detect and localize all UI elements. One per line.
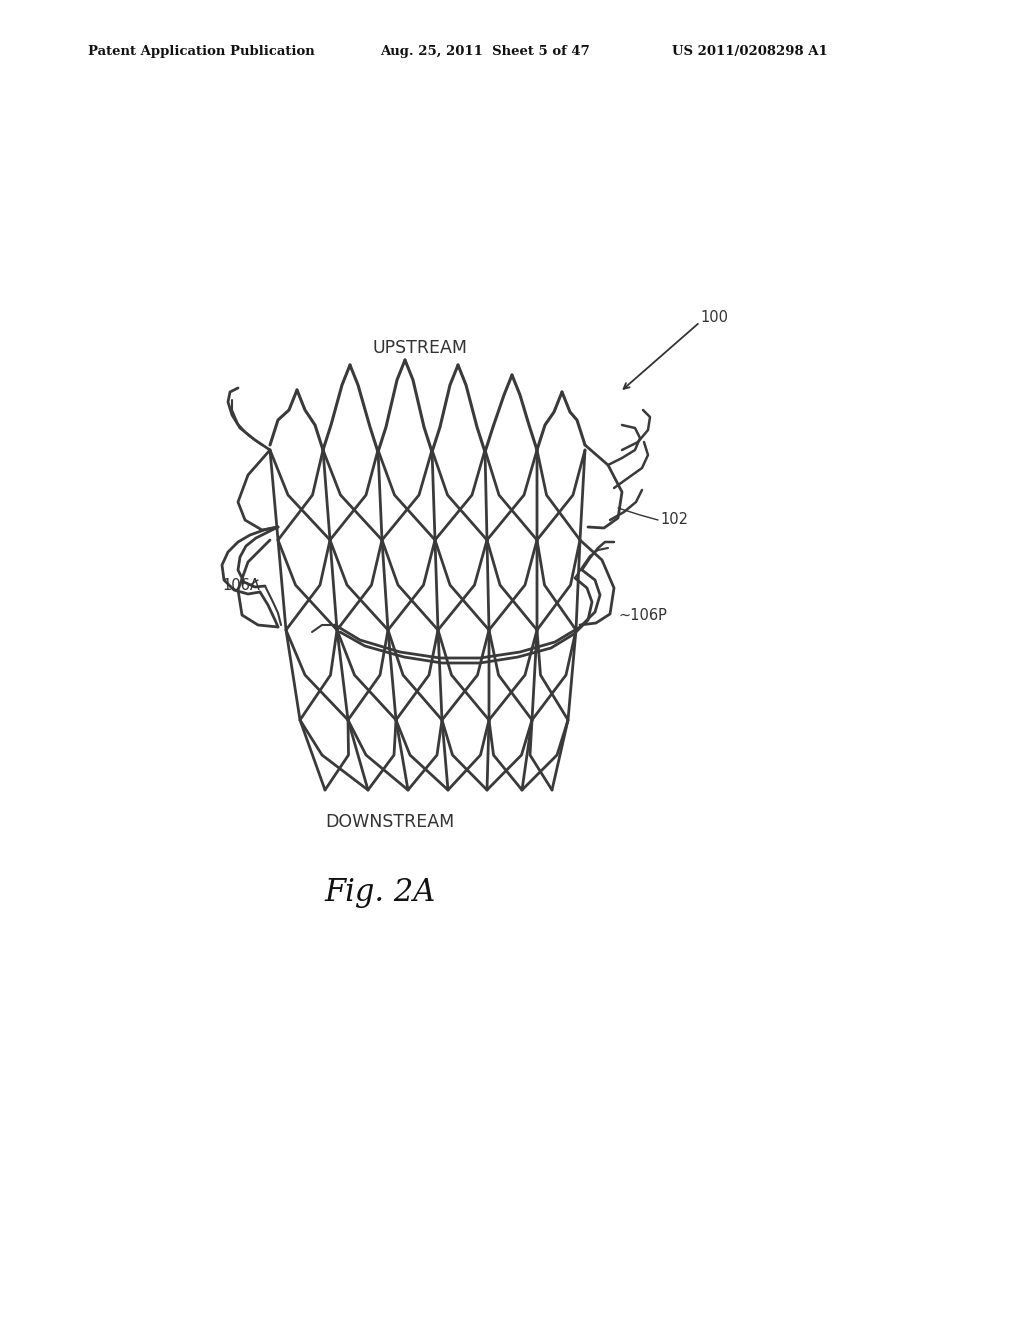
Text: Fig. 2A: Fig. 2A	[325, 876, 435, 908]
Text: 106A: 106A	[222, 578, 260, 593]
Text: DOWNSTREAM: DOWNSTREAM	[326, 813, 455, 832]
Text: 100: 100	[700, 310, 728, 326]
Text: Patent Application Publication: Patent Application Publication	[88, 45, 314, 58]
Text: Aug. 25, 2011  Sheet 5 of 47: Aug. 25, 2011 Sheet 5 of 47	[380, 45, 590, 58]
Text: 102: 102	[660, 512, 688, 528]
Text: UPSTREAM: UPSTREAM	[373, 339, 468, 356]
Text: ~106P: ~106P	[618, 607, 667, 623]
Text: US 2011/0208298 A1: US 2011/0208298 A1	[672, 45, 827, 58]
